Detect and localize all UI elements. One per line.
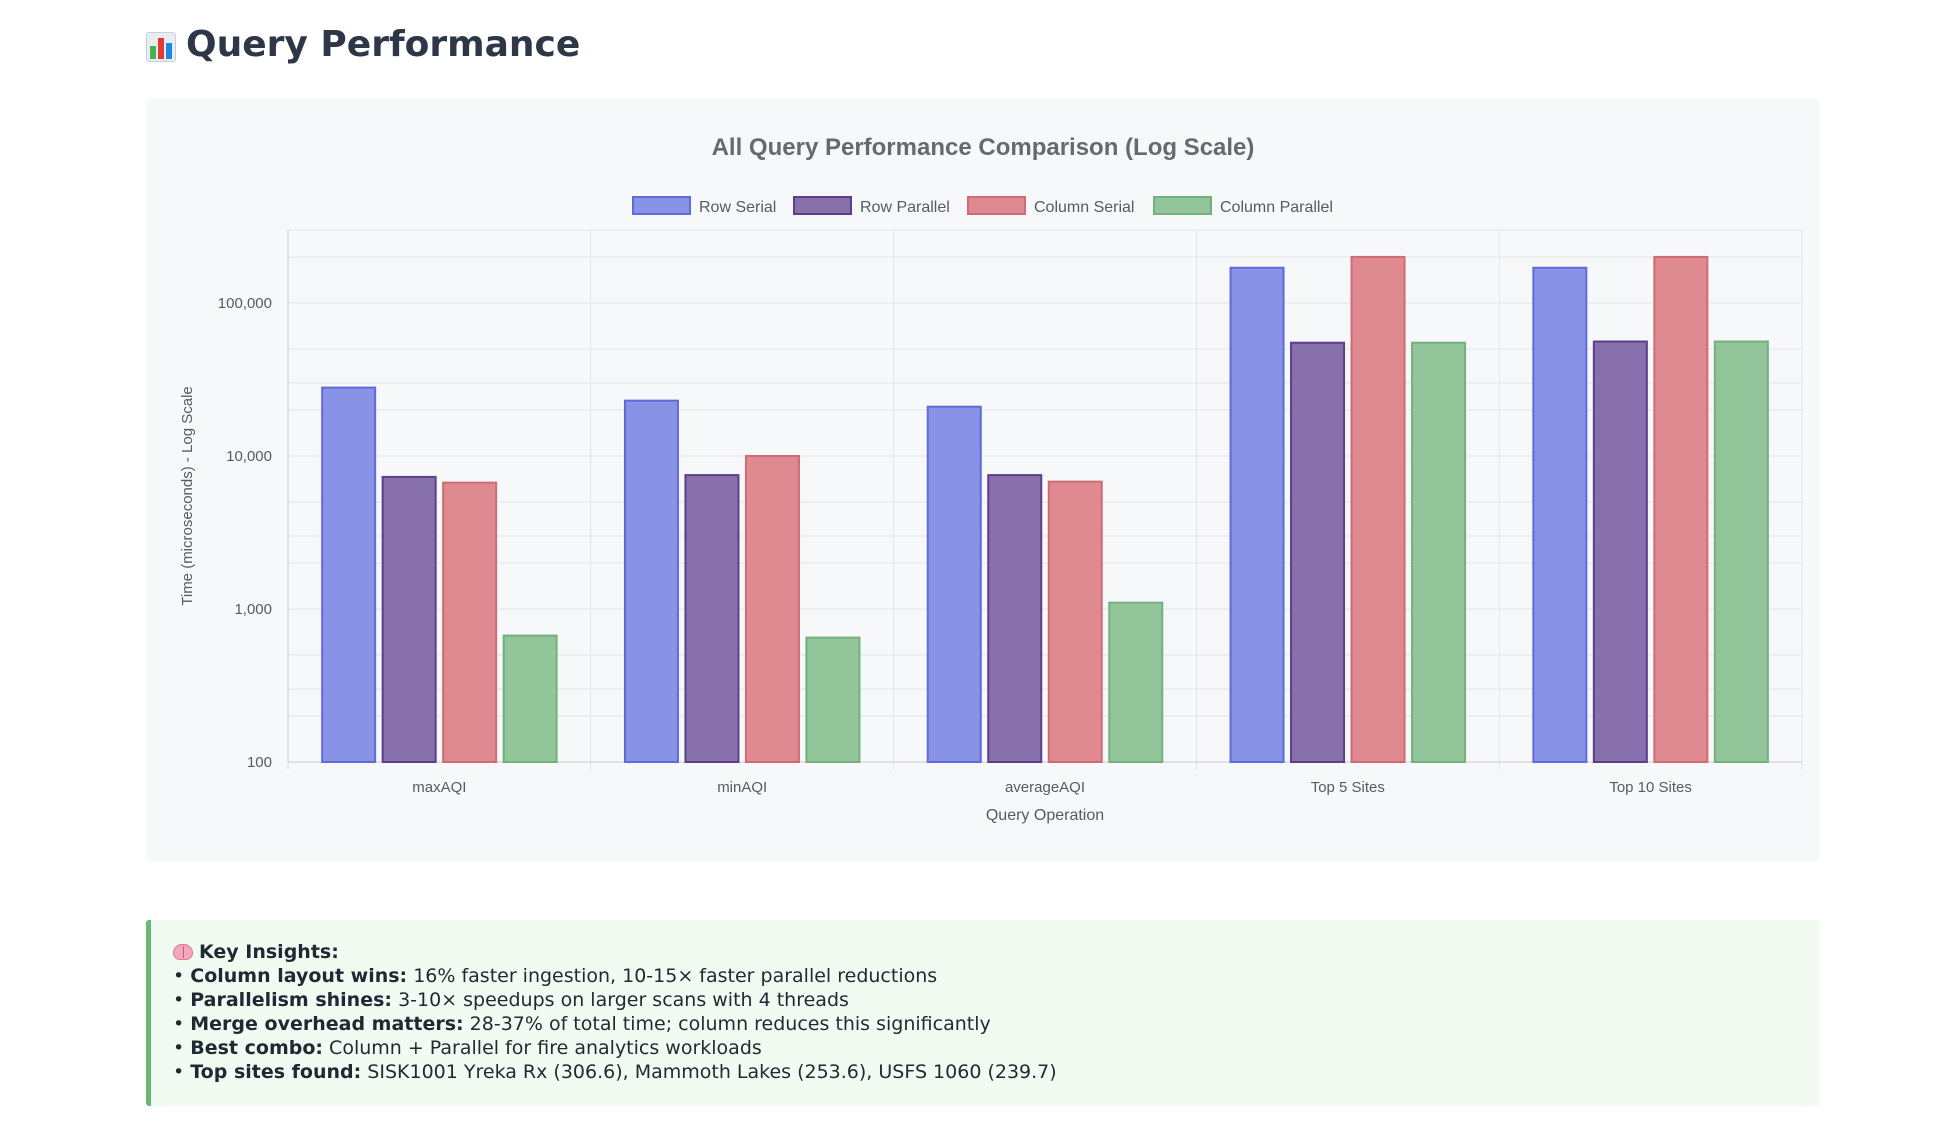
bar <box>623 399 679 763</box>
x-axis-title: Query Operation <box>986 807 1104 824</box>
brain-icon <box>173 944 193 960</box>
insight-item: • Column layout wins: 16% faster ingesti… <box>173 965 938 987</box>
bar <box>381 475 437 763</box>
x-tick-label: minAQI <box>717 779 767 796</box>
legend-swatch <box>632 196 691 215</box>
legend-swatch <box>967 196 1026 215</box>
bar-chart-icon <box>146 32 176 62</box>
bar <box>1411 341 1467 763</box>
insight-label: Merge overhead matters: <box>190 1013 464 1035</box>
bar <box>1653 255 1709 763</box>
legend-label: Column Serial <box>1034 199 1134 216</box>
bar <box>1229 266 1285 763</box>
legend-label: Row Parallel <box>860 199 950 216</box>
y-tick-label: 100,000 <box>218 295 272 312</box>
insight-label: Top sites found: <box>190 1061 362 1083</box>
performance-chart: 100 1,000 10,000 100,000 maxAQI minAQI average… <box>179 134 1803 824</box>
bar <box>1592 340 1648 763</box>
insight-text: 16% faster ingestion, 10-15× faster para… <box>413 965 938 987</box>
insight-text: 3-10× speedups on larger scans with 4 th… <box>398 989 849 1011</box>
insights-heading-text: Key Insights: <box>199 941 339 963</box>
bar <box>1713 340 1769 763</box>
insight-item: • Parallelism shines: 3-10× speedups on … <box>173 989 849 1011</box>
insight-item: • Top sites found: SISK1001 Yreka Rx (30… <box>173 1061 1057 1083</box>
insight-item: • Best combo: Column + Parallel for fire… <box>173 1037 762 1059</box>
legend-label: Row Serial <box>699 199 776 216</box>
insight-text: SISK1001 Yreka Rx (306.6), Mammoth Lakes… <box>367 1061 1057 1083</box>
bar <box>1108 601 1164 763</box>
bar <box>502 634 558 764</box>
x-tick-label: Top 5 Sites <box>1311 779 1385 796</box>
bar <box>987 474 1043 763</box>
bar <box>1047 480 1103 763</box>
chart-title: All Query Performance Comparison (Log Sc… <box>712 134 1255 161</box>
key-insights-panel: Key Insights: • Column layout wins: 16% … <box>146 920 1820 1106</box>
insights-heading: Key Insights: <box>173 940 1796 964</box>
insight-item: • Merge overhead matters: 28-37% of tota… <box>173 1013 991 1035</box>
bar <box>805 636 861 763</box>
legend-label: Column Parallel <box>1220 199 1333 216</box>
page-title: Query Performance <box>146 18 580 72</box>
insight-label: Column layout wins: <box>190 965 408 987</box>
x-tick-label: averageAQI <box>1005 779 1085 796</box>
y-tick-label: 1,000 <box>234 601 272 618</box>
bar <box>442 481 498 763</box>
bar <box>321 386 377 763</box>
insight-label: Parallelism shines: <box>190 989 393 1011</box>
insight-text: Column + Parallel for fire analytics wor… <box>329 1037 762 1059</box>
insight-text: 28-37% of total time; column reduces thi… <box>469 1013 991 1035</box>
y-tick-label: 100 <box>247 754 272 771</box>
legend-swatch <box>1153 196 1212 215</box>
bar <box>1532 266 1588 763</box>
y-tick-label: 10,000 <box>226 448 272 465</box>
bar <box>684 474 740 763</box>
x-tick-label: Top 10 Sites <box>1609 779 1692 796</box>
bar <box>1350 255 1406 763</box>
insight-label: Best combo: <box>190 1037 323 1059</box>
chart-card: 100 1,000 10,000 100,000 maxAQI minAQI average… <box>146 98 1820 862</box>
bar <box>1290 341 1346 763</box>
bar <box>744 454 800 763</box>
x-tick-label: maxAQI <box>412 779 466 796</box>
y-axis-title: Time (microseconds) - Log Scale <box>179 386 196 606</box>
legend-swatch <box>793 196 852 215</box>
page-title-text: Query Performance <box>186 24 581 65</box>
bar <box>926 405 982 763</box>
